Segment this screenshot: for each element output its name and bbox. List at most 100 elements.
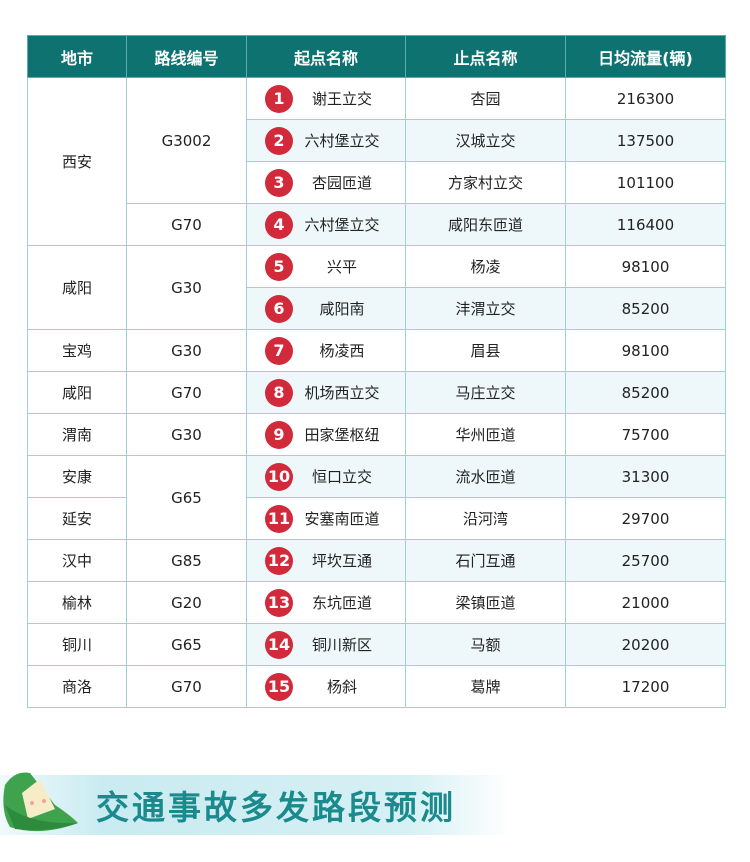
table-row: 汉中 G85 12 坪坎互通 石门互通 25700 — [27, 539, 726, 582]
rank-badge: 10 — [265, 462, 293, 491]
cell-city: 宝鸡 — [27, 329, 127, 372]
cell-route: G3002 — [126, 77, 247, 204]
cell-start: 11 安塞南匝道 — [246, 497, 406, 540]
cell-flow: 85200 — [565, 287, 726, 330]
start-name: 铜川新区 — [311, 636, 372, 654]
rank-badge: 15 — [265, 672, 293, 701]
start-name: 安塞南匝道 — [304, 510, 380, 528]
start-name: 机场西立交 — [304, 384, 380, 402]
cell-end: 汉城立交 — [405, 119, 566, 162]
header-end: 止点名称 — [405, 35, 566, 78]
cell-route: G70 — [126, 203, 247, 246]
cell-end: 沿河湾 — [405, 497, 566, 540]
table-row: 渭南 G30 9 田家堡枢纽 华州匝道 75700 — [27, 413, 726, 456]
header-route: 路线编号 — [126, 35, 247, 78]
cell-end: 葛牌 — [405, 665, 566, 708]
cell-flow: 17200 — [565, 665, 726, 708]
cell-route: G65 — [126, 623, 247, 666]
cell-city: 安康 — [27, 455, 127, 498]
cell-flow: 116400 — [565, 203, 726, 246]
cell-flow: 20200 — [565, 623, 726, 666]
header-flow: 日均流量(辆) — [565, 35, 726, 78]
cell-city: 铜川 — [27, 623, 127, 666]
table-row: 6 咸阳南 沣渭立交 85200 — [28, 287, 726, 330]
banner-title: 交通事故多发路段预测 — [96, 788, 456, 827]
start-name: 恒口立交 — [311, 468, 372, 486]
cell-flow: 98100 — [565, 329, 726, 372]
cell-end: 眉县 — [405, 329, 566, 372]
cell-flow: 29700 — [565, 497, 726, 540]
cell-route: G30 — [126, 329, 247, 372]
cell-start: 6 咸阳南 — [246, 287, 406, 330]
start-name: 六村堡立交 — [304, 132, 380, 150]
rank-badge: 11 — [265, 504, 293, 533]
cell-end: 方家村立交 — [405, 161, 566, 204]
start-name: 谢王立交 — [311, 90, 372, 108]
cell-start: 8 机场西立交 — [246, 371, 406, 414]
cell-flow: 216300 — [565, 77, 726, 120]
start-name: 咸阳南 — [319, 300, 365, 318]
cell-route: G20 — [126, 581, 247, 624]
cell-city: 咸阳 — [27, 245, 127, 330]
cell-city: 汉中 — [27, 539, 127, 582]
start-name: 田家堡枢纽 — [304, 426, 380, 444]
cell-end: 流水匝道 — [405, 455, 566, 498]
start-name: 杨凌西 — [319, 342, 365, 360]
cell-city: 西安 — [27, 77, 127, 246]
cell-end: 马额 — [405, 623, 566, 666]
cell-route: G70 — [126, 371, 247, 414]
cell-flow: 101100 — [565, 161, 726, 204]
table-row: 宝鸡 G30 7 杨凌西 眉县 98100 — [27, 329, 726, 372]
cell-start: 1 谢王立交 — [246, 77, 406, 120]
cell-start: 5 兴平 — [246, 245, 406, 288]
table-row: 榆林 G20 13 东坑匝道 梁镇匝道 21000 — [27, 581, 726, 624]
table-row: 2 六村堡立交 汉城立交 137500 — [28, 119, 726, 162]
cell-end: 杏园 — [405, 77, 566, 120]
cell-route: G65 — [126, 455, 247, 540]
cell-end: 沣渭立交 — [405, 287, 566, 330]
header-city: 地市 — [27, 35, 127, 78]
cell-city: 渭南 — [27, 413, 127, 456]
table-row: 延安 11 安塞南匝道 沿河湾 29700 — [27, 497, 726, 540]
cell-start: 12 坪坎互通 — [246, 539, 406, 582]
cell-route: G30 — [126, 245, 247, 330]
cell-route: G70 — [126, 665, 247, 708]
cell-flow: 25700 — [565, 539, 726, 582]
rank-badge: 5 — [265, 252, 293, 281]
cell-city: 商洛 — [27, 665, 127, 708]
rank-badge: 3 — [265, 168, 293, 197]
cell-flow: 75700 — [565, 413, 726, 456]
cell-end: 杨凌 — [405, 245, 566, 288]
cell-flow: 31300 — [565, 455, 726, 498]
cell-flow: 85200 — [565, 371, 726, 414]
cell-end: 咸阳东匝道 — [405, 203, 566, 246]
table-header: 地市 路线编号 起点名称 止点名称 日均流量(辆) — [27, 35, 726, 78]
table-row: 咸阳 G30 5 兴平 杨凌 98100 — [27, 245, 726, 330]
table-row: 商洛 G70 15 杨斜 葛牌 17200 — [27, 665, 726, 708]
start-name: 兴平 — [326, 258, 357, 276]
table-row: 咸阳 G70 8 机场西立交 马庄立交 85200 — [27, 371, 726, 414]
rank-badge: 7 — [265, 336, 293, 365]
cell-flow: 98100 — [565, 245, 726, 288]
zongzi-icon — [3, 772, 78, 832]
cell-start: 9 田家堡枢纽 — [246, 413, 406, 456]
rank-badge: 9 — [265, 420, 293, 449]
start-name: 东坑匝道 — [311, 594, 372, 612]
rank-badge: 13 — [265, 588, 293, 617]
cell-start: 7 杨凌西 — [246, 329, 406, 372]
table-row: 西安 G3002 1 谢王立交 杏园 216300 — [27, 77, 726, 246]
rank-badge: 12 — [265, 546, 293, 575]
cell-end: 石门互通 — [405, 539, 566, 582]
cell-start: 15 杨斜 — [246, 665, 406, 708]
rank-badge: 6 — [265, 294, 293, 323]
rank-badge: 4 — [265, 210, 293, 239]
cell-end: 马庄立交 — [405, 371, 566, 414]
header-start: 起点名称 — [246, 35, 406, 78]
table-row: G70 4 六村堡立交 咸阳东匝道 116400 — [28, 203, 726, 246]
cell-end: 梁镇匝道 — [405, 581, 566, 624]
start-name: 六村堡立交 — [304, 216, 380, 234]
cell-start: 14 铜川新区 — [246, 623, 406, 666]
table-row: 3 杏园匝道 方家村立交 101100 — [28, 161, 726, 204]
rank-badge: 14 — [265, 630, 293, 659]
cell-flow: 137500 — [565, 119, 726, 162]
